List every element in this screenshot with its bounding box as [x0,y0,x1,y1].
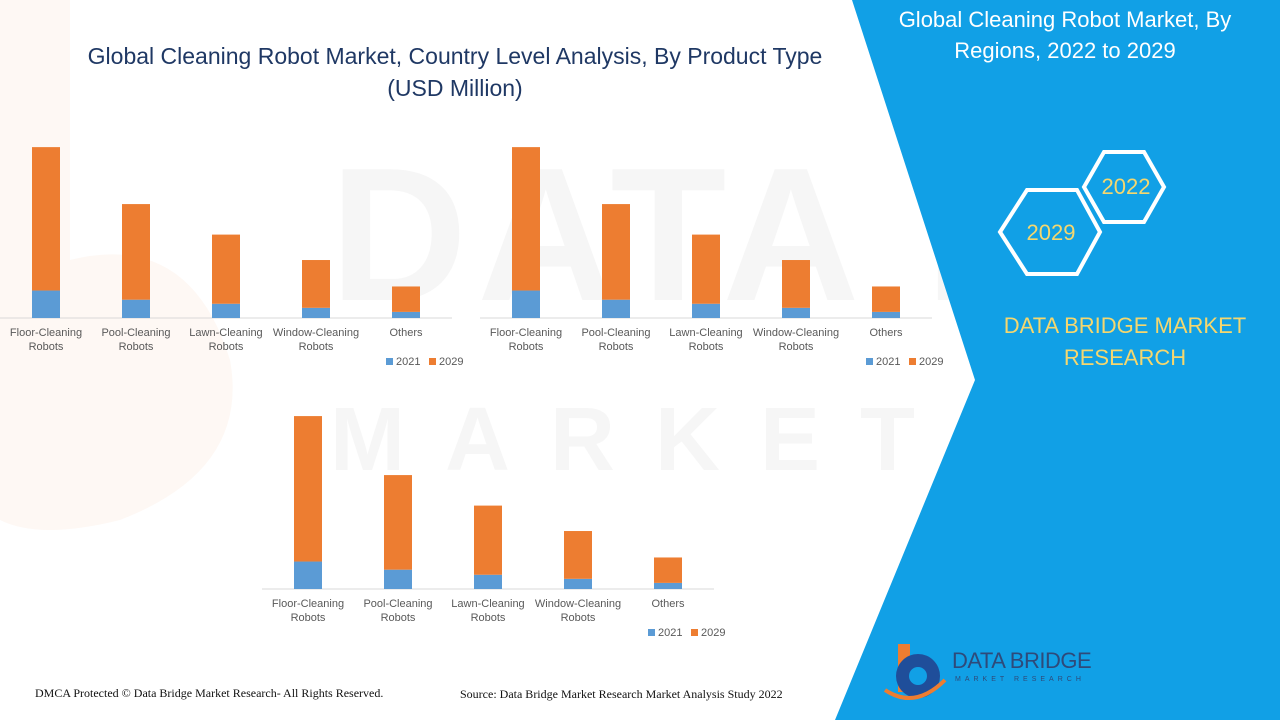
bar-2029-1 [122,204,150,300]
bar-2029-3 [782,260,810,308]
bar-2021-1 [122,299,150,318]
x-tick-label: Floor-Cleaning Robots [490,327,562,353]
hex-2022-shape [1081,150,1167,224]
bar-2029-4 [392,286,420,312]
bar-2029-1 [384,475,412,570]
bar-2021-0 [294,561,322,589]
x-tick-label: Lawn-Cleaning Robots [669,327,742,353]
bar-2021-0 [32,290,60,318]
footer-source: Source: Data Bridge Market Research Mark… [460,687,783,701]
legend-label-2021: 2021 [876,356,900,368]
bar-2029-4 [654,557,682,583]
x-tick-label: Others [651,598,685,610]
footer-copyright: DMCA Protected © Data Bridge Market Rese… [35,686,384,700]
bar-2029-2 [474,505,502,575]
hex-2022-label: 2022 [1101,174,1151,199]
bar-2021-1 [602,299,630,318]
logo-subtitle: MARKET RESEARCH [955,676,1085,683]
x-tick-label: Others [389,327,423,339]
bar-2029-0 [512,147,540,291]
legend-label-2021: 2021 [658,627,682,639]
hex-2029-label: 2029 [1026,220,1076,245]
x-tick-label: Pool-Cleaning Robots [101,327,170,353]
legend-swatch-2029 [429,358,436,365]
bar-2021-3 [302,307,330,318]
bar-2021-3 [782,307,810,318]
bar-2021-4 [872,311,900,318]
x-tick-label: Pool-Cleaning Robots [581,327,650,353]
x-tick-label: Pool-Cleaning Robots [363,598,432,624]
legend-swatch-2021 [386,358,393,365]
bar-2029-0 [32,147,60,291]
brand-text: DATA BRIDGE MARKET RESEARCH [1003,313,1247,370]
chart-top-right: Floor-Cleaning Robots Pool-Cleaning Robots L… [480,147,943,368]
x-tick-label: Others [869,327,903,339]
bar-2029-1 [602,204,630,300]
chart-bottom: Floor-Cleaning Robots Pool-Cleaning Robots L… [262,416,725,639]
x-tick-label: Window-Cleaning Robots [535,598,621,624]
bar-2021-4 [654,582,682,589]
hex-2029-shape [997,188,1103,276]
bar-2029-0 [294,416,322,562]
bar-2029-2 [212,234,240,304]
legend-swatch-2029 [691,629,698,636]
x-tick-label: Window-Cleaning Robots [753,327,839,353]
bar-2021-2 [692,303,720,318]
legend-label-2029: 2029 [439,356,463,368]
bar-2029-4 [872,286,900,312]
bar-2021-3 [564,578,592,589]
bar-2029-2 [692,234,720,304]
bar-2029-3 [302,260,330,308]
legend-swatch-2021 [648,629,655,636]
legend-label-2029: 2029 [701,627,725,639]
bar-2029-3 [564,531,592,579]
side-panel-title: Global Cleaning Robot Market, By Regions… [898,7,1232,63]
bar-2021-0 [512,290,540,318]
bar-2021-2 [212,303,240,318]
bar-2021-1 [384,569,412,589]
logo-mark [883,644,947,700]
x-tick-label: Floor-Cleaning Robots [10,327,82,353]
x-tick-label: Lawn-Cleaning Robots [189,327,262,353]
legend-swatch-2029 [909,358,916,365]
bar-2021-4 [392,311,420,318]
chart-top-left: Floor-Cleaning Robots Pool-Cleaning Robots L… [0,147,463,368]
page-title: Global Cleaning Robot Market, Country Le… [87,43,823,101]
legend-swatch-2021 [866,358,873,365]
x-tick-label: Floor-Cleaning Robots [272,598,344,624]
logo-name: DATA BRIDGE [952,648,1092,673]
side-panel-shape [835,0,1280,720]
legend-label-2029: 2029 [919,356,943,368]
legend-label-2021: 2021 [396,356,420,368]
x-tick-label: Lawn-Cleaning Robots [451,598,524,624]
bar-2021-2 [474,574,502,589]
x-tick-label: Window-Cleaning Robots [273,327,359,353]
